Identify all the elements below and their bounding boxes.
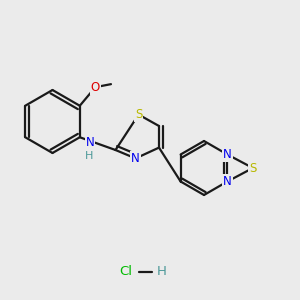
Text: O: O [91, 81, 100, 94]
Text: H: H [85, 151, 94, 160]
Text: S: S [249, 161, 256, 175]
Text: Cl: Cl [119, 265, 133, 278]
Text: H: H [157, 265, 167, 278]
Text: S: S [135, 108, 142, 121]
Text: N: N [131, 152, 140, 165]
Text: N: N [223, 175, 232, 188]
Text: N: N [223, 148, 232, 161]
Text: N: N [86, 136, 94, 148]
